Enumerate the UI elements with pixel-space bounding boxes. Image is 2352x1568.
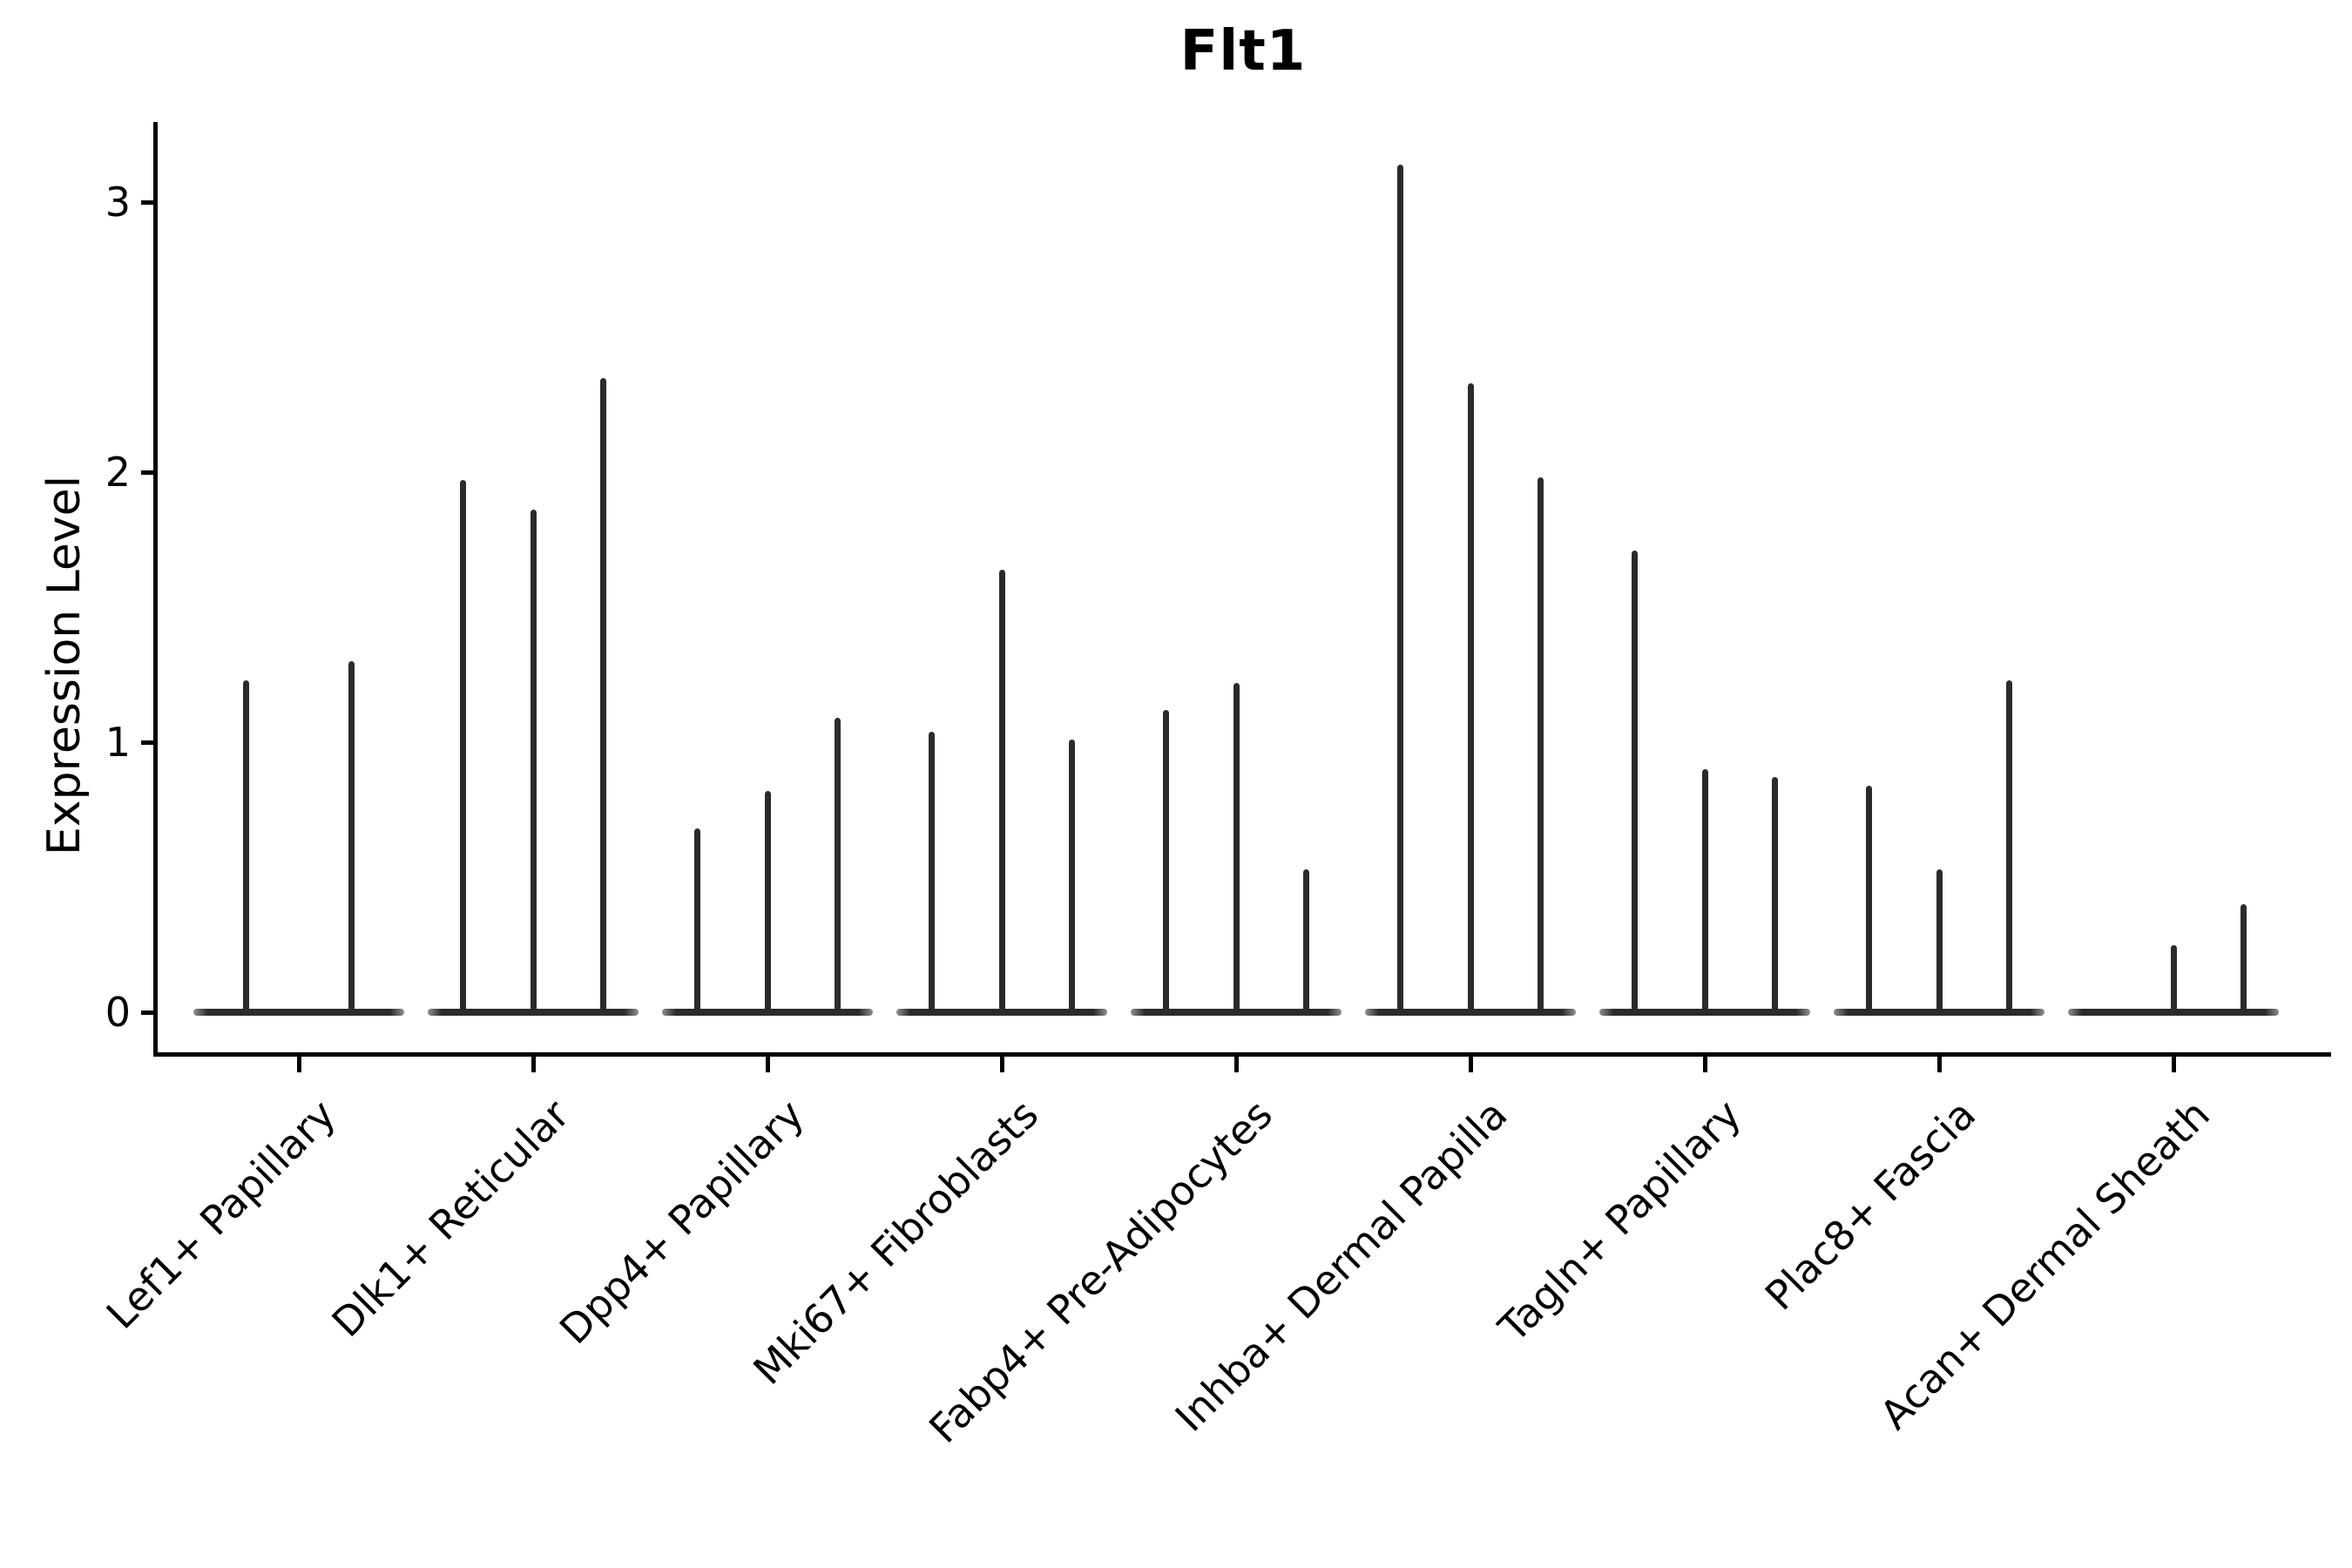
violin-spike [600,377,607,1016]
violin-spike [2170,944,2177,1016]
x-tick-label: Dpp4+ Papillary [550,1091,814,1354]
violin-spike [348,661,355,1016]
y-tick-label: 3 [105,179,131,226]
y-tick-label: 2 [105,449,131,496]
x-axis-spine [153,1052,2331,1057]
violin-baseline [193,1009,404,1016]
x-tick-label: Lef1+ Papillary [97,1091,345,1338]
x-tick-mark [1936,1055,1942,1072]
violin-spike [764,790,771,1016]
y-axis-label: Expression Level [38,475,91,856]
violin-spike [693,828,700,1016]
x-tick-mark [2171,1055,2176,1072]
y-tick-label: 0 [105,989,131,1036]
x-tick-mark [1702,1055,1707,1072]
violin-spike [2240,904,2247,1016]
x-tick-label: Dlk1+ Reticular [322,1091,579,1347]
violin-spike [835,718,841,1016]
violin-spike [1303,868,1310,1016]
violin-spike [1069,739,1076,1016]
y-axis-spine [153,122,158,1057]
violin-spike [1701,769,1708,1016]
violin-spike [242,679,249,1016]
y-tick-mark [141,740,155,745]
violin-spike [1772,777,1779,1016]
y-tick-label: 1 [105,719,131,766]
violin-spike [1162,709,1169,1016]
y-tick-mark [141,1010,155,1015]
y-tick-mark [141,199,155,205]
x-tick-mark [999,1055,1004,1072]
violin-spike [1467,382,1474,1016]
violin-spike [2006,679,2013,1016]
violin-spike [1936,868,1943,1016]
chart-title: Flt1 [1179,19,1307,84]
violin-spike [459,480,466,1016]
x-tick-mark [296,1055,301,1072]
violin-spike [1631,550,1638,1016]
violin-spike [1865,785,1872,1016]
violin-spike [1396,164,1403,1016]
x-tick-mark [1468,1055,1473,1072]
violin-spike [928,731,935,1016]
x-tick-mark [531,1055,536,1072]
violin-spike [1233,682,1240,1016]
violin-spike [530,510,537,1016]
x-tick-label: Plac8+ Fascia [1755,1091,1985,1320]
x-tick-mark [765,1055,770,1072]
x-tick-label: Tagln+ Papillary [1490,1091,1751,1351]
x-tick-mark [1233,1055,1239,1072]
violin-spike [998,569,1005,1016]
y-tick-mark [141,470,155,475]
violin-spike [1538,477,1544,1016]
